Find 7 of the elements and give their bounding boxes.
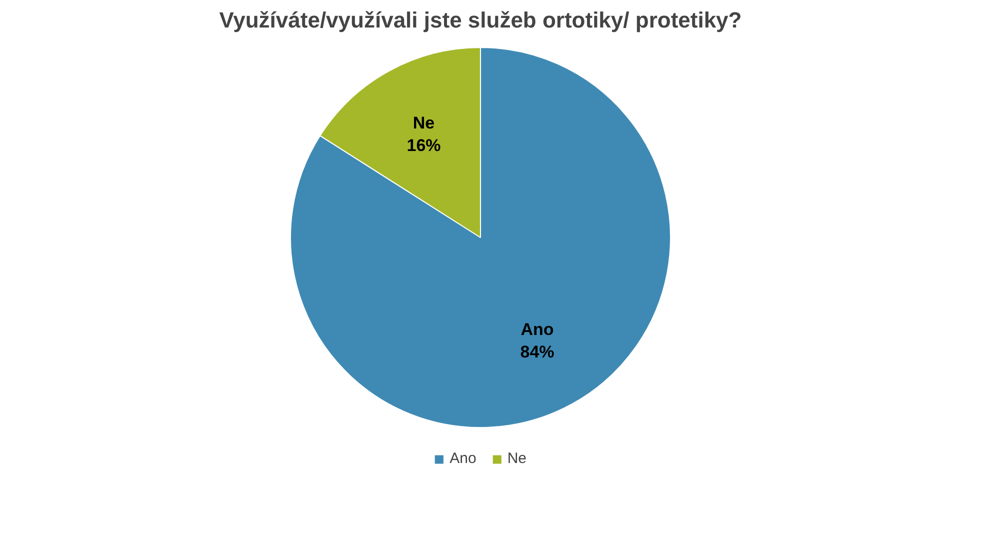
legend-label: Ne [507, 450, 528, 467]
data-label: 16% [406, 136, 441, 156]
data-label: 84% [520, 342, 554, 362]
chart-title: Využíváte/využívali jste služeb ortotiky/ protetiky? [219, 8, 742, 32]
slice-label: Ano [520, 320, 554, 339]
slice-label: Ne [412, 113, 435, 132]
legend-label: Ano [450, 450, 476, 467]
